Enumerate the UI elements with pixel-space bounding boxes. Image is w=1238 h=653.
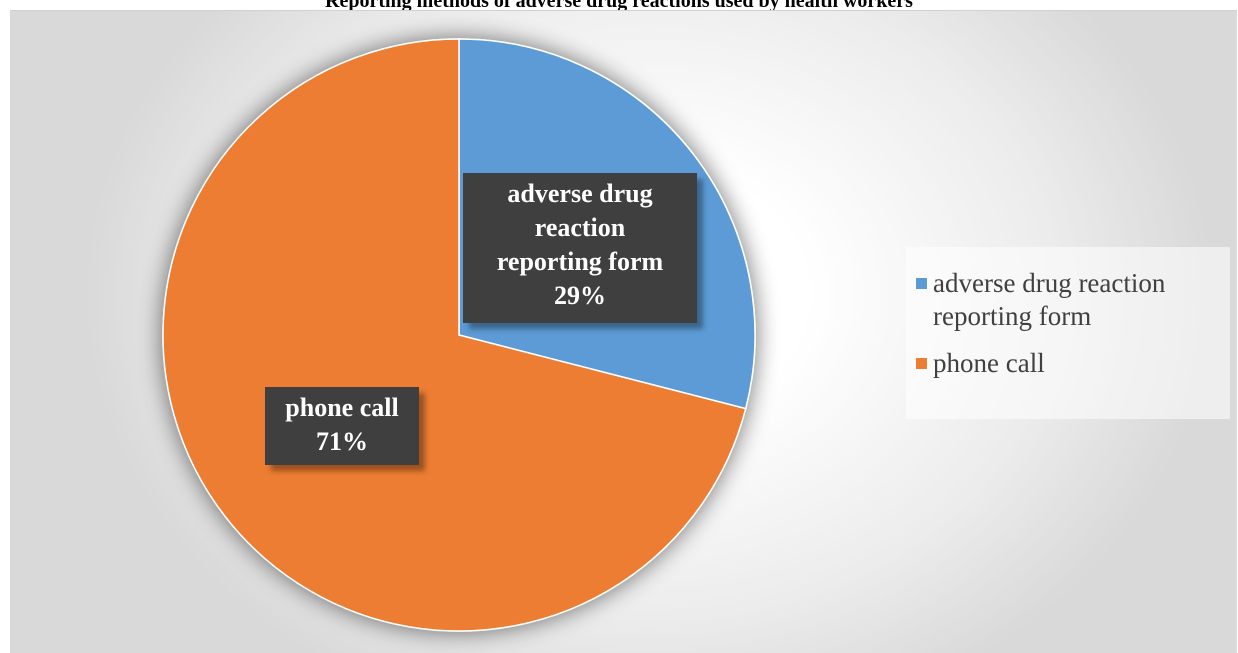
legend-label-line1: adverse drug reaction [933, 268, 1166, 298]
legend-label-line2: reporting form [933, 301, 1092, 331]
pie-slice-phone-call [162, 38, 747, 632]
data-label-line: reporting form [496, 247, 664, 276]
data-label-line: reaction [534, 213, 626, 242]
data-label-phone-call: phone call 71% [265, 387, 419, 465]
data-label-line: adverse drug [507, 179, 653, 208]
legend-swatch-blue [916, 278, 927, 289]
chart-title: Reporting methods of adverse drug reacti… [325, 0, 913, 12]
legend-swatch-orange [916, 358, 927, 369]
chart-legend: adverse drug reaction reporting form pho… [906, 247, 1230, 419]
data-label-line: phone call [285, 393, 399, 422]
data-label-percent: 29% [554, 281, 606, 310]
data-label-adverse-drug-reaction-form: adverse drug reaction reporting form 29% [463, 173, 697, 323]
pie-slices [162, 38, 756, 632]
legend-label: phone call [933, 348, 1045, 378]
chart-area: adverse drug reaction reporting form 29%… [10, 10, 1237, 653]
data-label-percent: 71% [316, 427, 368, 456]
